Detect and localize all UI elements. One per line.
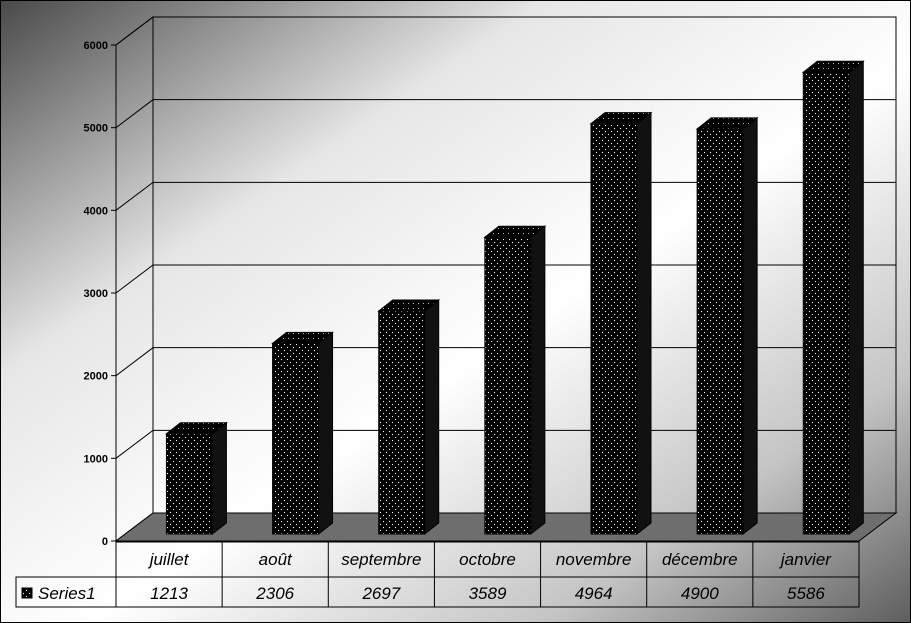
gridline bbox=[115, 99, 896, 129]
data-label: 2697 bbox=[361, 584, 400, 603]
bar-top bbox=[483, 225, 547, 238]
bar-front bbox=[484, 236, 532, 535]
bar-front bbox=[802, 71, 850, 535]
bar-side bbox=[848, 60, 864, 536]
y-tick-label: 5000 bbox=[84, 123, 108, 135]
bar-top bbox=[695, 117, 759, 130]
table-value-row bbox=[15, 576, 860, 608]
bar-top bbox=[589, 112, 653, 125]
bar-top bbox=[164, 422, 228, 435]
y-tick-label: 1000 bbox=[84, 453, 108, 465]
bar bbox=[589, 111, 653, 536]
bar-top bbox=[801, 60, 865, 73]
data-label: 2306 bbox=[255, 584, 294, 603]
bar bbox=[164, 421, 228, 536]
bar-side bbox=[424, 299, 440, 536]
y-tick-label: 4000 bbox=[84, 205, 108, 217]
x-category-label: septembre bbox=[341, 550, 421, 569]
data-label: 1213 bbox=[150, 584, 188, 603]
x-category-label: novembre bbox=[556, 550, 632, 569]
bar bbox=[271, 331, 335, 536]
y-tick-label: 0 bbox=[102, 536, 108, 548]
y-tick-label: 6000 bbox=[84, 40, 108, 52]
legend-label: Series1 bbox=[38, 584, 96, 603]
bar-side bbox=[211, 421, 227, 536]
bar-front bbox=[272, 342, 320, 535]
bar-top bbox=[377, 299, 441, 312]
bar bbox=[695, 116, 759, 536]
bar bbox=[377, 299, 441, 536]
bar-front bbox=[590, 123, 638, 535]
y-tick-label: 2000 bbox=[84, 371, 108, 383]
data-label: 3589 bbox=[469, 584, 507, 603]
bar-front bbox=[696, 128, 744, 535]
bar-side bbox=[318, 331, 334, 536]
x-category-label: août bbox=[259, 550, 293, 569]
bar bbox=[801, 60, 865, 536]
bar bbox=[483, 225, 547, 536]
gridline bbox=[115, 16, 896, 46]
y-tick-label: 3000 bbox=[84, 288, 108, 300]
bar-front bbox=[165, 433, 213, 535]
bar-top bbox=[271, 331, 335, 344]
data-label: 4964 bbox=[575, 584, 613, 603]
bar-side bbox=[636, 111, 652, 536]
x-category-label: octobre bbox=[459, 550, 516, 569]
bar-front bbox=[378, 310, 426, 535]
bar-side bbox=[742, 116, 758, 536]
legend-swatch bbox=[21, 587, 33, 599]
x-category-label: décembre bbox=[662, 550, 738, 569]
data-label: 5586 bbox=[787, 584, 825, 603]
x-category-label: janvier bbox=[779, 550, 832, 569]
data-label: 4900 bbox=[681, 584, 719, 603]
bar-side bbox=[530, 225, 546, 536]
x-category-label: juillet bbox=[148, 550, 190, 569]
